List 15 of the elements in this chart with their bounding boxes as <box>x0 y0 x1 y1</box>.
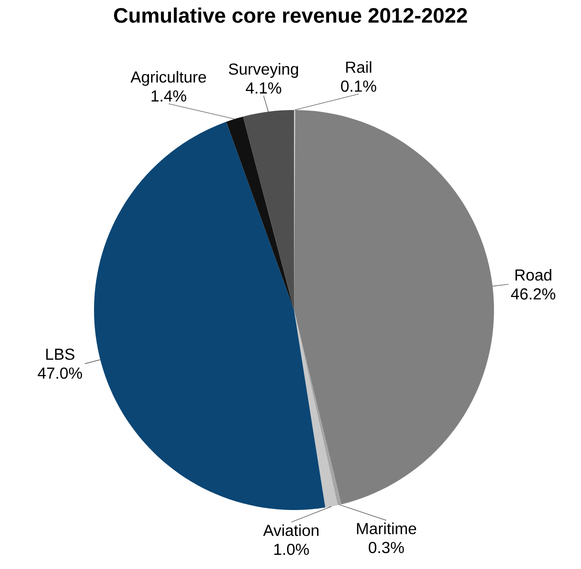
slice-label: Rail <box>346 61 372 73</box>
slice-label: LBS <box>46 348 74 360</box>
slice-label: Maritime <box>357 522 416 534</box>
slice-label: Surveying <box>228 63 298 78</box>
data-label: 1.4% <box>152 90 186 102</box>
data-label: 0.1% <box>341 80 376 92</box>
slice-label: Aviation <box>263 524 318 536</box>
data-label: 1.0% <box>274 544 309 555</box>
chart-title: Cumulative core revenue 2012-2022 <box>114 8 467 23</box>
slice-label: Agriculture <box>130 70 206 86</box>
data-label: 46.2% <box>511 288 556 300</box>
slice-label: Road <box>516 268 552 281</box>
data-label: 0.3% <box>368 542 404 554</box>
data-label: 47.0% <box>38 368 82 379</box>
data-label: 4.1% <box>246 82 282 94</box>
